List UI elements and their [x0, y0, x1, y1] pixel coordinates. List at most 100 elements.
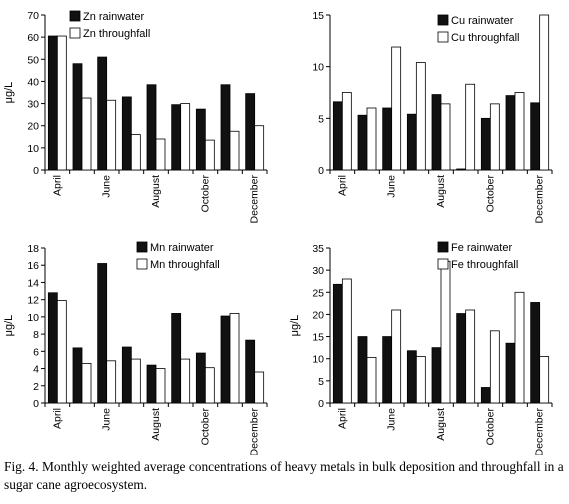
- legend-label-rainwater: Zn rainwater: [83, 11, 144, 23]
- bar-rainwater-december: [245, 93, 256, 171]
- bar-throughfall-december: [539, 14, 550, 171]
- bar-throughfall-december: [254, 371, 265, 404]
- y-tick-label: 5: [318, 113, 324, 125]
- y-tick-label: 5: [318, 376, 324, 388]
- bar-throughfall-june: [391, 46, 402, 171]
- bar-rainwater-september: [456, 313, 467, 404]
- y-tick-label: 10: [27, 143, 39, 155]
- bar-rainwater-november: [505, 95, 516, 171]
- bar-rainwater-september: [171, 104, 182, 171]
- bar-rainwater-april: [47, 292, 58, 404]
- legend-label-throughfall: Mn throughfall: [150, 259, 220, 271]
- x-tick-label: October: [484, 175, 496, 213]
- y-tick-label: 25: [312, 287, 324, 299]
- bar-rainwater-october: [480, 387, 491, 404]
- bar-throughfall-july: [130, 134, 141, 171]
- y-tick-label: 2: [33, 381, 39, 393]
- x-tick-label: October: [199, 408, 211, 446]
- x-tick-label: June: [101, 408, 113, 431]
- bar-rainwater-august: [146, 84, 157, 171]
- bar-rainwater-december: [530, 102, 541, 171]
- bar-throughfall-november: [229, 130, 240, 171]
- y-tick-label: 0: [33, 398, 39, 410]
- legend-label-rainwater: Mn rainwater: [150, 242, 214, 254]
- bar-rainwater-july: [121, 346, 132, 404]
- y-tick-label: 70: [27, 10, 39, 22]
- bar-rainwater-may: [72, 63, 83, 171]
- bar-throughfall-june: [106, 360, 117, 404]
- legend-label-throughfall: Zn throughfall: [83, 28, 150, 40]
- x-tick-label: August: [435, 175, 447, 208]
- bar-throughfall-september: [180, 358, 191, 404]
- y-tick-label: 8: [33, 329, 39, 341]
- legend-swatch-throughfall: [136, 258, 148, 270]
- bar-throughfall-december: [539, 356, 550, 404]
- y-tick-label: 16: [27, 260, 39, 272]
- y-tick-label: 12: [27, 295, 39, 307]
- bar-throughfall-april: [56, 35, 67, 171]
- y-axis-label: μg/L: [3, 82, 15, 104]
- y-tick-label: 0: [33, 165, 39, 177]
- legend-swatch-rainwater: [69, 10, 81, 22]
- bar-rainwater-may: [357, 114, 368, 171]
- bar-rainwater-april: [47, 35, 58, 171]
- bar-rainwater-june: [97, 56, 108, 171]
- bar-throughfall-august: [155, 138, 166, 171]
- x-tick-label: August: [150, 175, 162, 208]
- bar-rainwater-november: [220, 84, 231, 171]
- x-tick-label: June: [101, 175, 113, 198]
- x-tick-label: December: [534, 174, 546, 223]
- bar-throughfall-october: [489, 103, 500, 171]
- bar-rainwater-november: [505, 342, 516, 404]
- bar-throughfall-august: [440, 103, 451, 171]
- legend-swatch-rainwater: [437, 241, 449, 253]
- y-tick-label: 14: [27, 277, 39, 289]
- x-tick-label: December: [249, 174, 261, 223]
- x-tick-label: April: [336, 175, 348, 196]
- y-tick-label: 4: [33, 364, 39, 376]
- y-axis-label: μg/L: [289, 315, 301, 337]
- bar-rainwater-may: [72, 347, 83, 404]
- bar-rainwater-june: [97, 263, 108, 404]
- y-tick-label: 50: [27, 54, 39, 66]
- bar-throughfall-november: [514, 92, 525, 171]
- x-tick-label: December: [249, 407, 261, 455]
- bar-rainwater-june: [382, 107, 393, 171]
- bar-throughfall-april: [341, 92, 352, 171]
- legend-label-rainwater: Fe rainwater: [451, 242, 512, 254]
- bar-rainwater-december: [530, 302, 541, 404]
- bar-throughfall-august: [440, 260, 451, 404]
- bar-rainwater-may: [357, 336, 368, 404]
- bar-rainwater-april: [332, 101, 343, 171]
- bar-rainwater-september: [171, 313, 182, 404]
- bar-rainwater-august: [431, 94, 442, 171]
- chart-panel-1: 0 10 20 30 40 50 60 70 μg/L April June August Octobe…: [3, 10, 268, 223]
- y-tick-label: 20: [312, 309, 324, 321]
- y-tick-label: 15: [312, 332, 324, 344]
- y-tick-label: 10: [312, 62, 324, 74]
- x-tick-label: June: [386, 175, 398, 198]
- x-tick-label: August: [435, 408, 447, 441]
- bar-throughfall-april: [341, 278, 352, 404]
- y-tick-label: 30: [27, 99, 39, 111]
- y-tick-label: 15: [312, 10, 324, 22]
- y-tick-label: 30: [312, 265, 324, 277]
- bar-rainwater-june: [382, 336, 393, 404]
- bar-throughfall-april: [56, 300, 67, 404]
- bar-rainwater-august: [146, 364, 157, 404]
- bar-rainwater-december: [245, 339, 256, 404]
- bar-rainwater-july: [121, 96, 132, 171]
- y-tick-label: 40: [27, 76, 39, 88]
- chart-panel-3: 0 2 4 6 8 10 12 14 16 18 μg/L April June August Octobe…: [3, 241, 268, 455]
- bar-throughfall-june: [106, 99, 117, 171]
- y-tick-label: 35: [312, 243, 324, 255]
- bar-throughfall-september: [465, 83, 476, 171]
- bar-throughfall-august: [155, 368, 166, 404]
- bar-throughfall-november: [514, 291, 525, 404]
- bar-rainwater-october: [195, 352, 206, 404]
- y-tick-label: 0: [318, 165, 324, 177]
- y-tick-label: 18: [27, 243, 39, 255]
- y-tick-label: 0: [318, 398, 324, 410]
- bar-rainwater-july: [406, 350, 417, 404]
